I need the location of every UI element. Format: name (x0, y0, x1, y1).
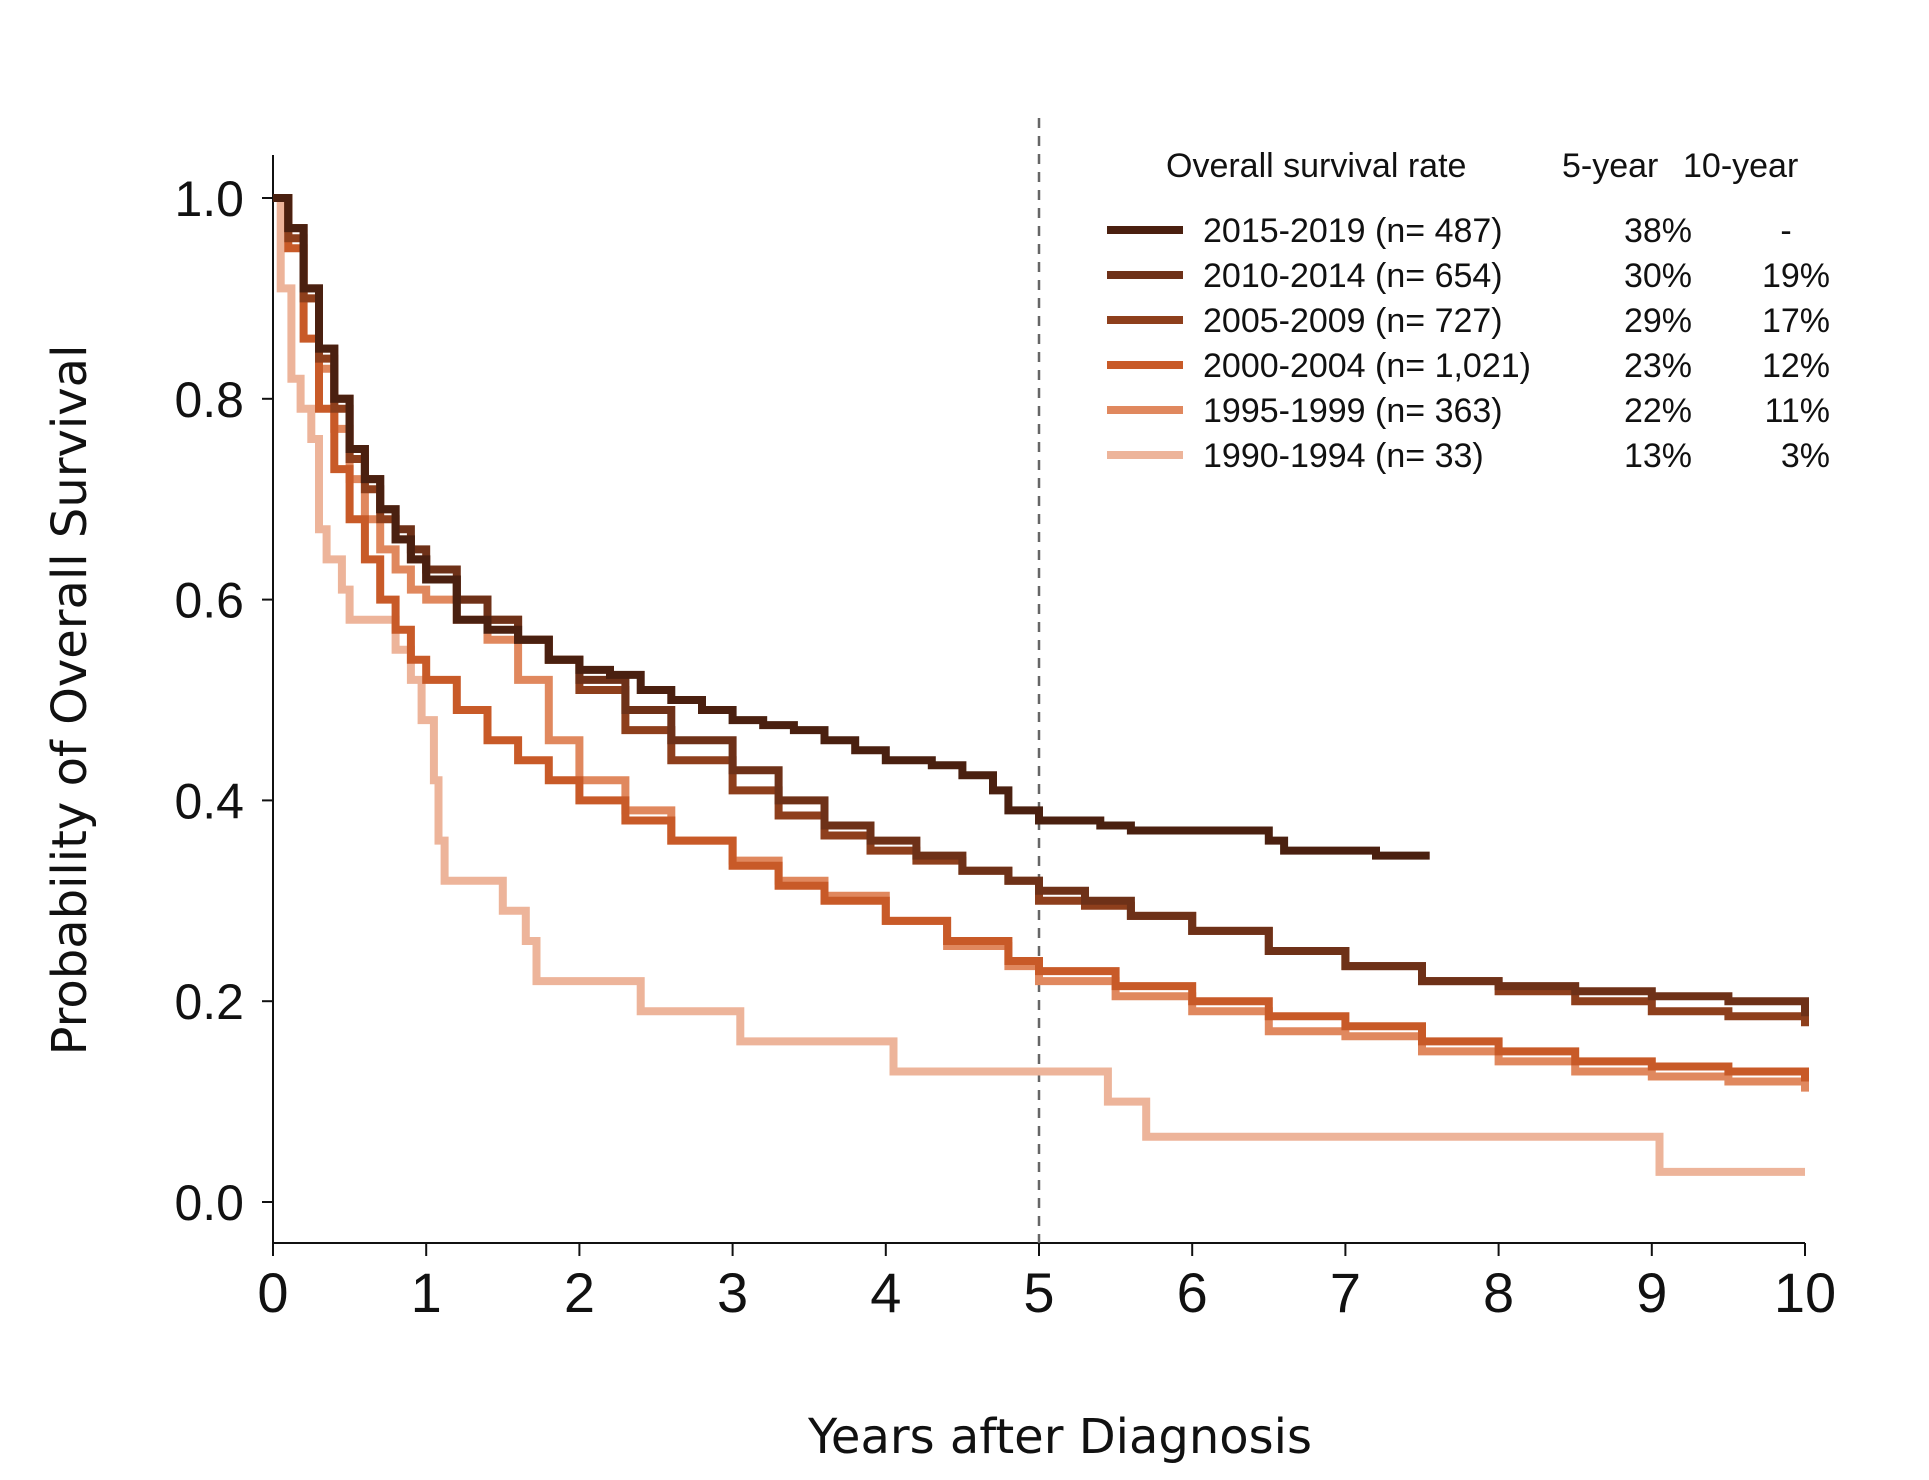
legend-5-year-value: 38% (1624, 212, 1692, 250)
series-line (273, 194, 1430, 860)
series-line (273, 194, 1809, 1082)
x-tick-label: 8 (1483, 1261, 1514, 1324)
y-tick-label: 0.4 (174, 773, 244, 829)
y-tick-label: 1.0 (174, 171, 244, 227)
legend-label: 2015-2019 (n= 487) (1203, 212, 1503, 250)
legend-col-5-year: 5-year (1562, 147, 1658, 185)
legend-5-year-value: 23% (1624, 347, 1692, 385)
legend-5-year-value: 30% (1624, 257, 1692, 295)
legend-label: 2005-2009 (n= 727) (1203, 302, 1503, 340)
x-tick-label: 4 (870, 1261, 901, 1324)
x-axis-title: Years after Diagnosis (807, 1409, 1312, 1465)
x-tick-label: 5 (1023, 1261, 1054, 1324)
legend-col-10-year: 10-year (1683, 147, 1798, 185)
x-tick-label: 1 (411, 1261, 442, 1324)
legend-5-year-value: 22% (1624, 392, 1692, 430)
series-line (273, 194, 1805, 1176)
legend-label: 1995-1999 (n= 363) (1203, 392, 1503, 430)
legend-10-year-value: 19% (1762, 257, 1830, 295)
legend-10-year-value: - (1780, 212, 1791, 250)
legend-5-year-value: 29% (1624, 302, 1692, 340)
y-tick-label: 0.0 (174, 1175, 244, 1231)
x-tick-label: 6 (1177, 1261, 1208, 1324)
legend-10-year-value: 17% (1762, 302, 1830, 340)
legend-label: 1990-1994 (n= 33) (1203, 437, 1484, 475)
y-tick-label: 0.2 (174, 974, 244, 1030)
legend-label: 2000-2004 (n= 1,021) (1203, 347, 1531, 385)
x-tick-label: 10 (1774, 1261, 1836, 1324)
legend-label: 2010-2014 (n= 654) (1203, 257, 1503, 295)
x-tick-label: 9 (1636, 1261, 1667, 1324)
legend: Overall survival rate 5-year 10-year 2015-2… (1107, 147, 1830, 475)
y-axis-title: Probability of Overall Survival (42, 345, 98, 1056)
y-tick-label: 0.8 (174, 372, 244, 428)
axes-layer: 0.0 0.2 0.4 0.6 0.8 1.0 0 1 2 3 4 5 6 7 8 9 10 (174, 118, 1836, 1324)
x-tick-label: 0 (257, 1261, 288, 1324)
y-tick-label: 0.6 (174, 573, 244, 629)
legend-10-year-value: 3% (1781, 437, 1830, 475)
x-tick-label: 7 (1330, 1261, 1361, 1324)
legend-5-year-value: 13% (1624, 437, 1692, 475)
x-tick-label: 2 (564, 1261, 595, 1324)
legend-10-year-value: 11% (1764, 392, 1830, 430)
legend-header: Overall survival rate (1166, 147, 1466, 185)
legend-10-year-value: 12% (1762, 347, 1830, 385)
series-layer (273, 194, 1809, 1176)
x-tick-label: 3 (717, 1261, 748, 1324)
